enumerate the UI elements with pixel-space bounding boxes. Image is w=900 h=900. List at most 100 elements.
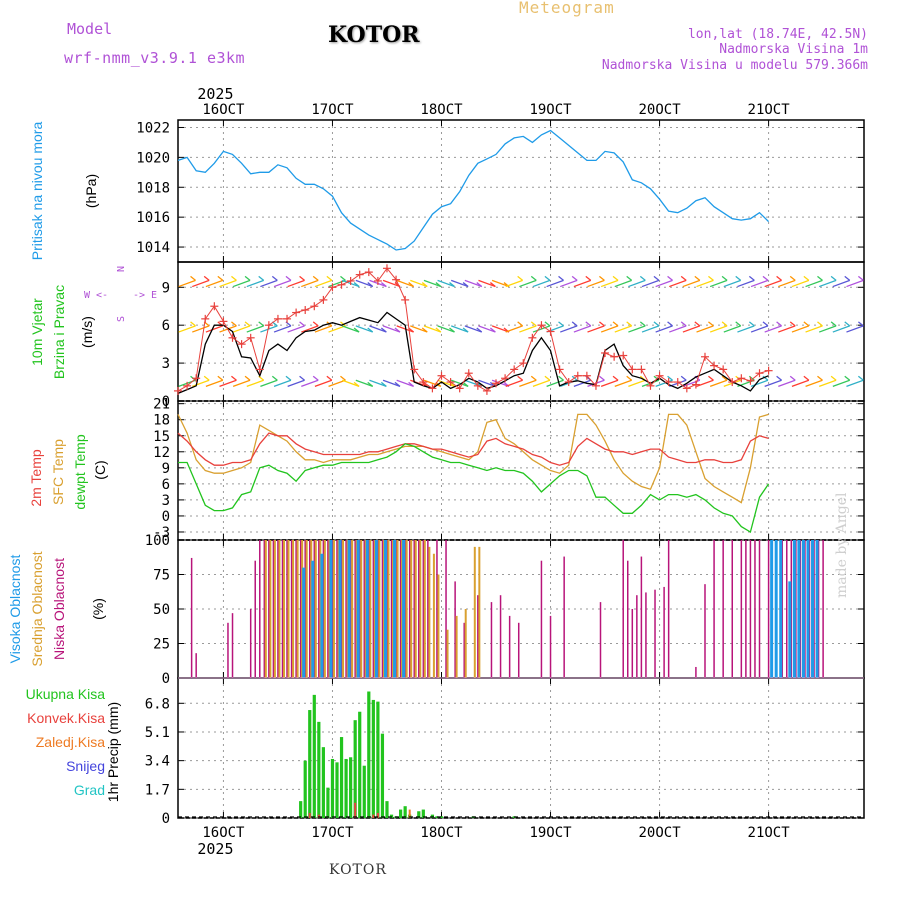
wind-arrow-head (258, 321, 265, 327)
wind-arrow-head (462, 327, 469, 333)
wind-arrow-head (612, 375, 619, 381)
precip-bar-ukupna (321, 747, 325, 818)
wind-arrow (301, 279, 319, 288)
wind-arrow-head (708, 275, 714, 281)
wind-arrow-head (558, 375, 564, 381)
wind-arrow (750, 279, 769, 288)
precip-legend-item: Snijeg (66, 758, 105, 774)
wind-arrow (396, 379, 414, 387)
wind-arrow (750, 325, 769, 333)
wind-arrow-head (190, 321, 196, 327)
precip-legend-item: Zaledj.Kisa (36, 734, 105, 750)
wind-arrow-head (489, 282, 496, 288)
wind-arrow (573, 325, 592, 333)
wind-dir-legend-n: N (116, 266, 127, 272)
wind-arrow-head (558, 321, 564, 327)
wind-arrow-head (571, 321, 578, 327)
precip-bar-ukupna (362, 765, 366, 818)
wind-arrow (328, 325, 346, 333)
wind-arrow (478, 379, 496, 387)
wind-arrow (369, 379, 387, 387)
cloud-low-label: Niska Oblacnost (51, 558, 67, 660)
y-tick-label: 0 (162, 671, 170, 687)
y-tick-label: 100 (145, 533, 170, 549)
wind-arrow (546, 279, 564, 288)
wind-arrow-head (721, 321, 728, 327)
time-tick-label-top: 18OCT (420, 102, 463, 118)
pressure-title: Pritisak na nivou mora (29, 122, 45, 261)
wind-arrow-head (626, 321, 633, 327)
dewpoint-line (178, 443, 770, 533)
wind-arrow (232, 325, 251, 333)
wind-arrow (846, 379, 864, 387)
wind-arrow (587, 279, 605, 288)
wind-arrow-head (585, 321, 592, 327)
precip-bar-ukupna (421, 809, 425, 818)
wind-arrow (723, 325, 741, 333)
wind-arrow-head (312, 321, 319, 327)
wind-arrow-head (680, 321, 687, 327)
wind-arrow (587, 325, 605, 333)
wind-arrow (682, 279, 701, 288)
wind-arrow-head (830, 275, 837, 281)
wind-arrow (314, 325, 333, 333)
precip-bar-konvekkisa (376, 812, 379, 818)
precip-bar-ukupna (435, 816, 439, 818)
wind-arrow (437, 279, 455, 288)
y-tick-label: 0 (162, 811, 170, 827)
wind-arrow (273, 279, 292, 288)
time-tick-label-top: 17OCT (311, 102, 354, 118)
wind-arrow (301, 325, 319, 333)
y-tick-label: 3.4 (145, 754, 170, 770)
precip-title: 1hr Precip (mm) (105, 702, 121, 802)
wind-arrow-head (421, 282, 428, 288)
wind-arrow-head (639, 321, 646, 327)
wind-arrow-head (367, 282, 374, 288)
precip-bar-ukupna (358, 711, 362, 818)
y-tick-label: 0 (162, 394, 170, 410)
wind-arrow-head (299, 375, 305, 381)
wind-arrow (709, 279, 728, 288)
wind-arrow (628, 279, 646, 288)
wind-arrow-head (571, 275, 578, 281)
precip-bar-ukupna (335, 762, 339, 818)
page-title-station: KOTOR (328, 22, 420, 48)
wind-arrow-head (776, 375, 783, 381)
wind-arrow (723, 279, 741, 288)
wind-arrow-head (817, 321, 823, 327)
wind-arrow (764, 279, 782, 288)
wind-arrow-head (435, 327, 442, 333)
precip-bar-ukupna (349, 757, 353, 818)
wind-arrow (328, 279, 346, 288)
time-tick-label-bottom: 18OCT (420, 825, 463, 841)
wind-arrow (382, 279, 401, 288)
wind-arrow (560, 325, 578, 333)
y-tick-label: 75 (153, 568, 170, 584)
wind-arrow-head (830, 321, 837, 327)
wind-arrow-head (449, 282, 455, 288)
wind-arrow-head (285, 375, 292, 381)
y-tick-label: 1.7 (145, 782, 170, 798)
wind-arrow-head (421, 327, 428, 333)
wind-arrow-head (353, 381, 360, 387)
wind-arrow (560, 279, 578, 288)
wind-arrow-head (680, 375, 687, 381)
wind-arrow (669, 279, 687, 288)
wind-arrow-head (312, 275, 319, 281)
wind-arrow-head (258, 375, 265, 381)
wind-arrow-head (258, 275, 265, 281)
wind-arrow (641, 279, 660, 288)
wind-arrow-head (530, 375, 537, 381)
precip-bar-ukupna (344, 758, 348, 818)
precip-bar-ukupna (339, 737, 344, 818)
wind-arrow (600, 279, 619, 288)
wind-arrow-head (817, 275, 823, 281)
temp-2m-line (177, 432, 769, 466)
wind-arrow-head (762, 321, 769, 327)
year-label-bottom: 2025 (197, 840, 233, 858)
wind-arrow-head (844, 321, 851, 327)
precip-bar-ukupna (371, 699, 375, 818)
wind-arrow (764, 379, 782, 387)
wind-arrow-head (748, 321, 755, 327)
time-tick-label-top: 20OCT (638, 102, 681, 118)
